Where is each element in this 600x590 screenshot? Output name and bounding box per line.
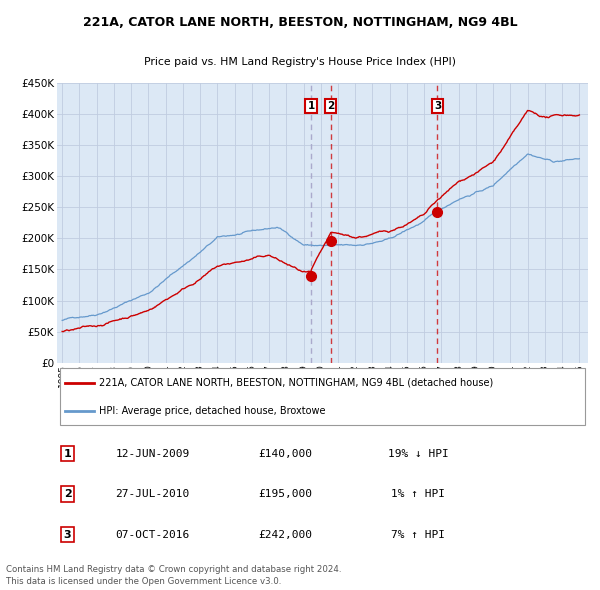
Text: 221A, CATOR LANE NORTH, BEESTON, NOTTINGHAM, NG9 4BL: 221A, CATOR LANE NORTH, BEESTON, NOTTING… — [83, 16, 517, 29]
Text: 1: 1 — [64, 448, 71, 458]
Text: This data is licensed under the Open Government Licence v3.0.: This data is licensed under the Open Gov… — [6, 577, 281, 586]
Text: 2: 2 — [64, 489, 71, 499]
Text: 221A, CATOR LANE NORTH, BEESTON, NOTTINGHAM, NG9 4BL (detached house): 221A, CATOR LANE NORTH, BEESTON, NOTTING… — [100, 378, 494, 388]
Text: 2: 2 — [327, 101, 334, 112]
FancyBboxPatch shape — [59, 368, 586, 425]
Text: 3: 3 — [434, 101, 441, 112]
Text: £242,000: £242,000 — [259, 530, 313, 540]
Text: 12-JUN-2009: 12-JUN-2009 — [115, 448, 190, 458]
Text: Price paid vs. HM Land Registry's House Price Index (HPI): Price paid vs. HM Land Registry's House … — [144, 57, 456, 67]
Text: 7% ↑ HPI: 7% ↑ HPI — [391, 530, 445, 540]
Text: £140,000: £140,000 — [259, 448, 313, 458]
Text: Contains HM Land Registry data © Crown copyright and database right 2024.: Contains HM Land Registry data © Crown c… — [6, 565, 341, 574]
Text: 27-JUL-2010: 27-JUL-2010 — [115, 489, 190, 499]
Text: 19% ↓ HPI: 19% ↓ HPI — [388, 448, 448, 458]
Text: 07-OCT-2016: 07-OCT-2016 — [115, 530, 190, 540]
Text: 1: 1 — [307, 101, 315, 112]
Text: £195,000: £195,000 — [259, 489, 313, 499]
Text: HPI: Average price, detached house, Broxtowe: HPI: Average price, detached house, Brox… — [100, 406, 326, 416]
Text: 3: 3 — [64, 530, 71, 540]
Text: 1% ↑ HPI: 1% ↑ HPI — [391, 489, 445, 499]
